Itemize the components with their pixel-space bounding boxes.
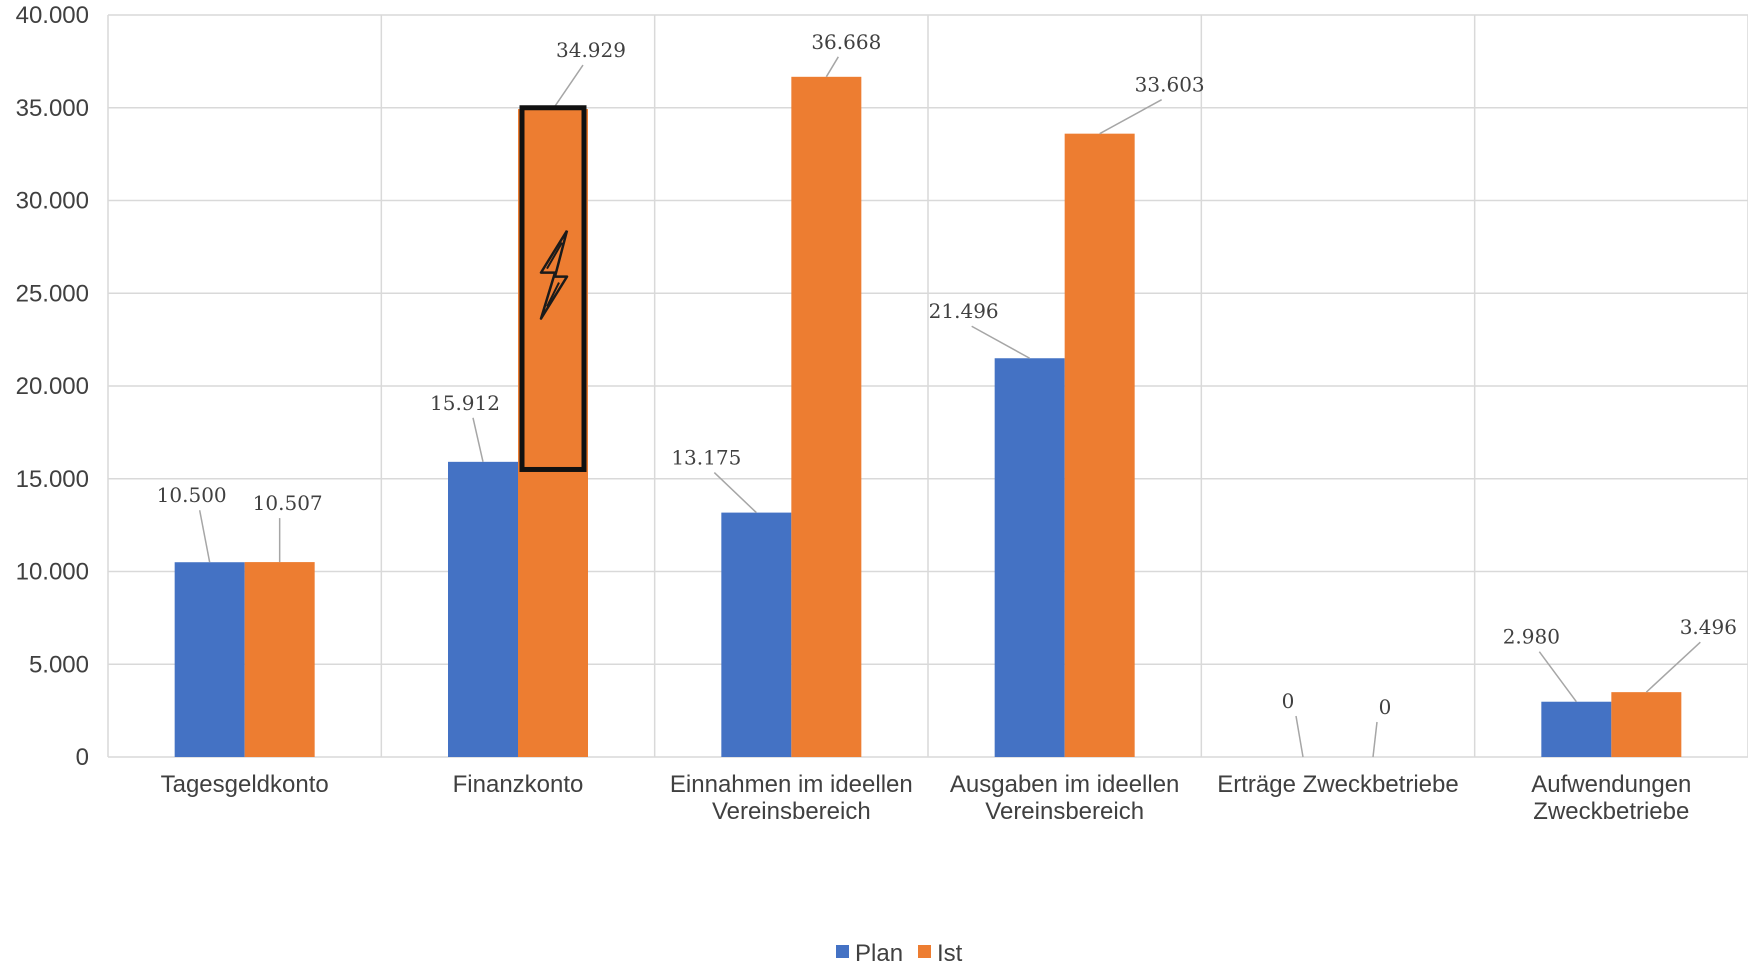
- leader-line: [198, 510, 211, 563]
- leader-line: [472, 417, 484, 462]
- data-label: 0: [1282, 689, 1295, 713]
- category-label: Ausgaben im ideellen Vereinsbereich: [950, 771, 1180, 825]
- bar-plan: [721, 512, 792, 757]
- leader-line: [1295, 715, 1304, 758]
- bar-plan: [1541, 701, 1612, 757]
- y-tick-label: 15.000: [16, 466, 89, 493]
- legend-label-ist: Ist: [937, 940, 963, 965]
- data-label: 15.912: [430, 391, 500, 415]
- bar-ist: [518, 109, 588, 758]
- y-tick-label: 40.000: [16, 2, 89, 29]
- leader-line: [552, 64, 584, 110]
- leader-line: [1538, 651, 1577, 703]
- category-labels: Tagesgeldkonto Finanzkonto Einnahmen im id…: [161, 771, 1692, 825]
- lightning-bolt-scribble: [546, 282, 560, 308]
- bar-plan: [994, 358, 1065, 757]
- data-label: 0: [1379, 695, 1392, 719]
- bar-plan: [448, 461, 518, 757]
- category-label: Erträge Zweckbetriebe: [1217, 771, 1458, 798]
- legend-swatch-ist: [918, 945, 931, 958]
- leader-line: [825, 56, 839, 78]
- bar-ist: [791, 76, 862, 758]
- data-label: 36.668: [811, 30, 881, 54]
- bar-ist: [1064, 133, 1135, 757]
- leader-line: [713, 472, 757, 514]
- y-tick-label: 30.000: [16, 188, 89, 215]
- data-label: 10.507: [253, 491, 323, 515]
- data-label: 2.980: [1503, 625, 1560, 649]
- data-label: 10.500: [157, 483, 227, 507]
- data-label: 3.496: [1680, 615, 1737, 639]
- highlight-box: [519, 105, 587, 472]
- data-label: 34.929: [556, 38, 626, 62]
- y-tick-label: 25.000: [16, 280, 89, 307]
- y-tick-label: 35.000: [16, 95, 89, 122]
- category-label: Finanzkonto: [453, 771, 584, 798]
- y-tick-label: 20.000: [16, 373, 89, 400]
- legend-swatch-plan: [836, 945, 849, 958]
- gridlines: [107, 14, 1748, 758]
- bars: [174, 76, 1682, 758]
- y-tick-label: 0: [76, 744, 89, 771]
- leader-line: [1372, 721, 1378, 758]
- y-tick-label: 5.000: [29, 651, 89, 678]
- legend: Plan Ist: [836, 940, 963, 965]
- bar-ist: [244, 562, 315, 757]
- label-leader-lines: [198, 56, 1701, 758]
- legend-label-plan: Plan: [855, 940, 903, 965]
- leader-line: [1099, 99, 1163, 135]
- bar-ist: [1611, 692, 1682, 757]
- leader-line: [971, 325, 1031, 359]
- data-labels: 10.500 15.912 13.175 21.496 0 2.980 10.507 34.9…: [157, 30, 1737, 719]
- bar-plan: [174, 562, 245, 757]
- highlight-annotation: [519, 105, 587, 472]
- lightning-bolt-icon: [539, 229, 569, 320]
- y-tick-label: 10.000: [16, 559, 89, 586]
- data-label: 13.175: [671, 446, 741, 470]
- category-label: Einnahmen im ideellen Vereinsbereich: [670, 771, 913, 825]
- leader-line: [1645, 641, 1701, 693]
- data-label: 33.603: [1135, 73, 1205, 97]
- category-label: Tagesgeldkonto: [161, 771, 329, 798]
- lightning-bolt-scribble: [546, 242, 563, 270]
- data-label: 21.496: [929, 299, 999, 323]
- category-label: Aufwendungen Zweckbetriebe: [1531, 771, 1691, 825]
- y-axis-ticks: 0 5.000 10.000 15.000 20.000 25.000 30.000 35.0…: [16, 2, 89, 771]
